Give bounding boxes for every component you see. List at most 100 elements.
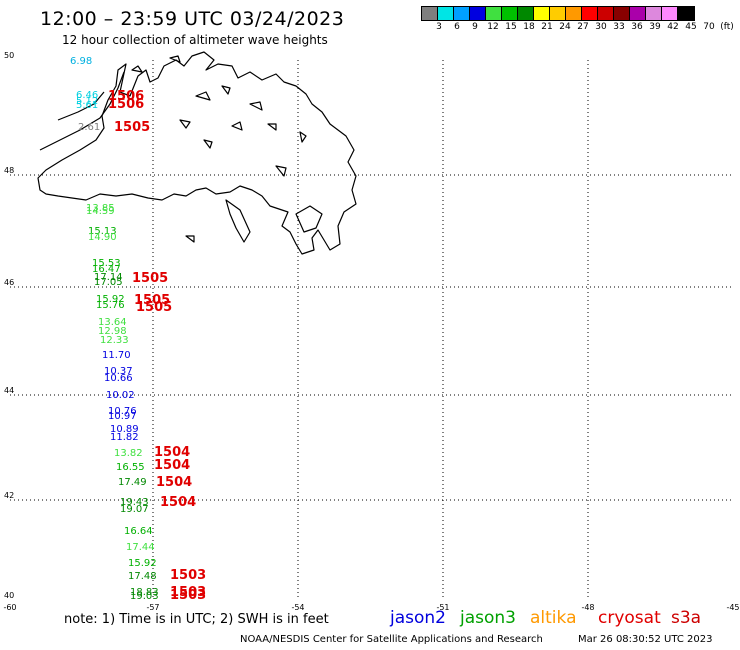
legend-swatch <box>438 7 454 20</box>
revolution-number: 1503 <box>170 588 206 603</box>
wave-height-value: 19.43 <box>120 497 149 508</box>
revolution-number: 1503 <box>170 568 206 583</box>
wave-height-value: 12.98 <box>98 326 127 337</box>
wave-height-value: 2.61 <box>78 122 100 133</box>
wave-height-value: 10.76 <box>108 406 137 417</box>
revolution-number: 1505 <box>114 120 150 135</box>
wave-height-value: 17.05 <box>94 277 123 288</box>
revolution-number: 1504 <box>156 475 192 490</box>
wave-height-value: 6.46 <box>76 90 98 101</box>
wave-height-value: 5.61 <box>76 100 98 111</box>
timestamp: Mar 26 08:30:52 UTC 2023 <box>578 634 713 645</box>
latitude-label: 46 <box>4 278 14 287</box>
legend-label: 12 <box>487 22 499 32</box>
longitude-label: -54 <box>291 603 304 612</box>
wave-height-value: 17.49 <box>118 477 147 488</box>
legend-label: 21 <box>541 22 553 32</box>
wave-height-value: 13.64 <box>98 317 127 328</box>
map-title: 12:00 – 23:59 UTC 03/24/2023 <box>40 8 345 30</box>
legend-label: 33 <box>613 22 625 32</box>
satellite-altika: altika <box>530 608 577 628</box>
wave-height-value: 19.03 <box>130 591 159 602</box>
longitude-label: -57 <box>146 603 159 612</box>
legend-swatch <box>534 7 550 20</box>
legend-labels: 3 6 9 12 15 18 21 24 27 30 33 36 39 42 45 70 (ft) <box>421 22 734 34</box>
longitude-label: -48 <box>581 603 594 612</box>
legend-label: 70 <box>703 22 715 32</box>
labrador-coast <box>39 71 125 151</box>
coastline <box>37 51 357 255</box>
avalon-peninsula <box>295 205 323 233</box>
legend-swatch <box>662 7 678 20</box>
legend-label: 3 <box>436 22 442 32</box>
wave-height-value: 15.53 <box>92 258 121 269</box>
wave-height-value: 15.13 <box>88 226 117 237</box>
legend-label: 18 <box>523 22 535 32</box>
legend-swatch <box>470 7 486 20</box>
legend-label: 39 <box>649 22 661 32</box>
wave-height-value: 5.12 <box>76 96 98 107</box>
legend-label: (ft) <box>720 22 734 32</box>
wave-height-value: 12.33 <box>100 335 129 346</box>
wave-height-value: 10.37 <box>104 366 133 377</box>
newfoundland-coastline <box>37 51 357 255</box>
longitude-label: -51 <box>436 603 449 612</box>
latitude-label: 42 <box>4 491 14 500</box>
legend-swatch <box>614 7 630 20</box>
map-subtitle: 12 hour collection of altimeter wave hei… <box>62 33 328 47</box>
latitude-label: 50 <box>4 51 14 60</box>
legend-swatch <box>550 7 566 20</box>
wave-height-value: 16.55 <box>116 462 145 473</box>
legend-swatches <box>421 6 695 21</box>
wave-height-value: 18.83 <box>130 587 159 598</box>
legend-label: 9 <box>472 22 478 32</box>
wave-height-value: 13.82 <box>114 448 143 459</box>
legend-label: 6 <box>454 22 460 32</box>
footer-note: note: 1) Time is in UTC; 2) SWH is in fe… <box>64 612 329 627</box>
legend-label: 24 <box>559 22 571 32</box>
satellite-jason2: jason2 <box>390 608 446 628</box>
satellite-jason3: jason3 <box>460 608 516 628</box>
legend-label: 36 <box>631 22 643 32</box>
latitude-label: 40 <box>4 591 14 600</box>
longitude-label: -60 <box>3 603 16 612</box>
legend-swatch <box>566 7 582 20</box>
wave-height-value: 10.02 <box>106 390 135 401</box>
legend-swatch <box>486 7 502 20</box>
wave-height-value: 10.66 <box>104 373 133 384</box>
revolution-number: 1505 <box>134 293 170 308</box>
legend-label: 15 <box>505 22 517 32</box>
legend-swatch <box>582 7 598 20</box>
wave-height-value: 17.44 <box>126 542 155 553</box>
wave-height-value: 16.47 <box>92 264 121 275</box>
islands-north <box>131 55 307 243</box>
wave-height-value: 19.07 <box>120 504 149 515</box>
revolution-number: 1505 <box>132 271 168 286</box>
legend-swatch <box>646 7 662 20</box>
latitude-label: 48 <box>4 166 14 175</box>
legend-label: 42 <box>667 22 679 32</box>
longitude-label: -45 <box>726 603 739 612</box>
legend-swatch <box>678 7 694 20</box>
satellite-s3a: s3a <box>671 608 702 628</box>
wave-height-value: 10.89 <box>110 424 139 435</box>
wave-height-value: 17.14 <box>94 272 123 283</box>
satellite-cryosat: cryosat <box>598 608 661 628</box>
color-scale-legend: 3 6 9 12 15 18 21 24 27 30 33 36 39 42 45 70 (ft) <box>421 6 734 32</box>
legend-swatch <box>502 7 518 20</box>
legend-label: 30 <box>595 22 607 32</box>
revolution-number: 1506 <box>108 89 144 104</box>
wave-height-value: 16.64 <box>124 526 153 537</box>
wave-height-value: 13.85 <box>86 203 115 214</box>
wave-height-value: 11.70 <box>102 350 131 361</box>
revolution-number: 1504 <box>154 445 190 460</box>
wave-height-value: 15.76 <box>96 300 125 311</box>
legend-label: 27 <box>577 22 589 32</box>
wave-height-value: 10.97 <box>108 411 137 422</box>
wave-height-value: 14.59 <box>86 206 115 217</box>
wave-height-value: 17.48 <box>128 571 157 582</box>
legend-swatch <box>422 7 438 20</box>
latitude-label: 44 <box>4 386 14 395</box>
